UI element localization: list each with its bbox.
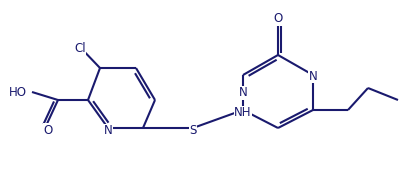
Text: N: N — [309, 70, 317, 83]
Text: NH: NH — [234, 106, 252, 120]
Text: O: O — [43, 124, 53, 137]
Text: N: N — [239, 86, 247, 99]
Text: S: S — [189, 124, 196, 137]
Text: O: O — [273, 12, 283, 26]
Text: HO: HO — [9, 86, 27, 99]
Text: Cl: Cl — [74, 42, 86, 55]
Text: N: N — [103, 124, 112, 137]
